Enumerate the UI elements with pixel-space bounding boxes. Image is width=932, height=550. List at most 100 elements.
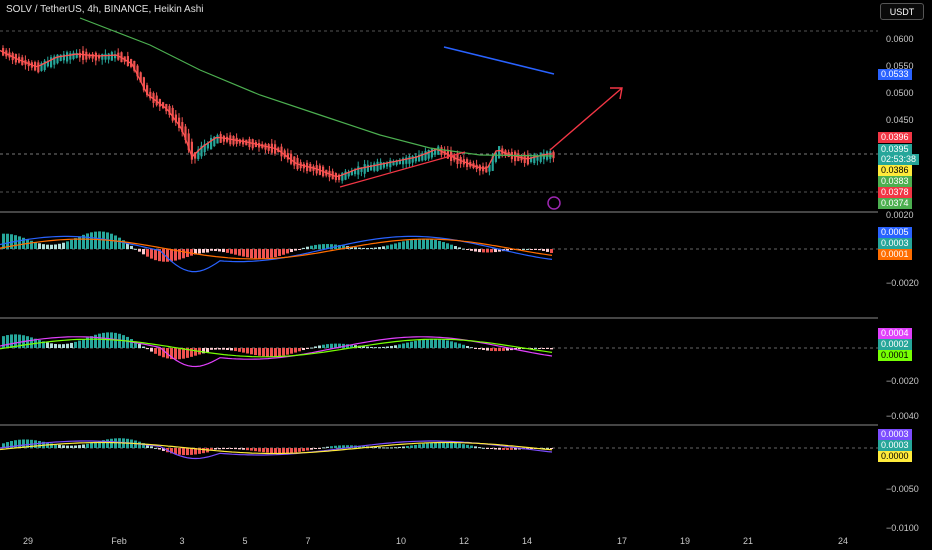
histogram-bar (430, 239, 433, 249)
candle-body (392, 161, 395, 166)
candle-body (216, 135, 219, 144)
histogram-bar (482, 348, 485, 350)
candle-body (366, 164, 369, 172)
histogram-bar (70, 342, 73, 348)
histogram-bar (262, 448, 265, 453)
candle-body (85, 51, 88, 60)
candle-body (418, 154, 421, 162)
histogram-bar (142, 249, 145, 255)
histogram-bar (242, 348, 245, 353)
candle-body (142, 77, 145, 91)
candle-body (133, 60, 136, 71)
candle-body (552, 151, 555, 159)
histogram-bar (238, 249, 241, 256)
candle-body (75, 52, 78, 58)
histogram-bar (214, 448, 217, 450)
histogram-bar (446, 442, 449, 448)
histogram-bar (490, 348, 493, 351)
histogram-bar (362, 446, 365, 448)
histogram-bar (490, 249, 493, 253)
histogram-bar (6, 442, 9, 448)
histogram-bar (18, 334, 21, 348)
histogram-bar (146, 348, 149, 350)
histogram-bar (378, 347, 381, 349)
histogram-bar (106, 439, 109, 448)
histogram-bar (182, 448, 185, 456)
histogram-bar (26, 336, 29, 348)
candle-body (498, 146, 501, 159)
histogram-bar (366, 346, 369, 348)
candle-body (424, 151, 427, 161)
histogram-bar (322, 447, 325, 449)
histogram-bar (254, 249, 257, 259)
histogram-bar (266, 249, 269, 259)
histogram-bar (482, 447, 485, 449)
histogram-bar (466, 249, 469, 250)
histogram-bar (230, 249, 233, 254)
histogram-bar (54, 244, 57, 249)
histogram-bar (58, 243, 61, 249)
histogram-bar (454, 342, 457, 348)
histogram-bar (126, 336, 129, 348)
histogram-bar (146, 249, 149, 257)
histogram-bar (162, 448, 165, 451)
histogram-bar (330, 446, 333, 448)
histogram-bar (186, 448, 189, 456)
histogram-bar (118, 237, 121, 249)
histogram-bar (410, 341, 413, 348)
histogram-bar (298, 448, 301, 452)
forecast-arrowhead (610, 87, 623, 100)
histogram-bar (214, 249, 217, 252)
histogram-bar (470, 445, 473, 448)
histogram-bar (242, 448, 245, 450)
currency-button[interactable]: USDT (880, 3, 924, 20)
histogram-bar (390, 345, 393, 348)
histogram-bar (2, 233, 5, 249)
histogram-bar (78, 236, 81, 249)
macd1-tick: −0.0020 (886, 278, 919, 288)
histogram-bar (106, 332, 109, 348)
histogram-bar (290, 448, 293, 453)
histogram-bar (274, 348, 277, 357)
candle-body (494, 152, 497, 162)
histogram-bar (438, 339, 441, 348)
histogram-bar (354, 247, 357, 249)
histogram-bar (534, 249, 537, 250)
candle-body (171, 107, 174, 121)
time-tick: 14 (521, 536, 533, 546)
candle-body (485, 166, 488, 173)
histogram-bar (262, 249, 265, 259)
histogram-bar (282, 448, 285, 454)
histogram-bar (330, 244, 333, 249)
histogram-bar (270, 249, 273, 258)
histogram-bar (206, 249, 209, 253)
histogram-bar (162, 249, 165, 262)
histogram-bar (350, 246, 353, 249)
candle-body (136, 65, 139, 77)
histogram-bar (394, 243, 397, 249)
candle-body (421, 153, 424, 161)
histogram-bar (158, 348, 161, 356)
histogram-bar (50, 343, 53, 348)
candle-body (66, 52, 69, 62)
last-price-tag: 0.0395 (878, 144, 912, 155)
histogram-bar (278, 448, 281, 454)
histogram-bar (338, 244, 341, 249)
histogram-bar (454, 246, 457, 249)
histogram-bar (94, 334, 97, 348)
histogram-bar (294, 348, 297, 353)
histogram-bar (474, 446, 477, 448)
candle-body (280, 146, 283, 157)
candle-body (533, 154, 536, 164)
histogram-bar (110, 438, 113, 448)
histogram-bar (342, 245, 345, 249)
time-tick: 3 (179, 536, 185, 546)
trend-line (443, 46, 555, 75)
histogram-bar (42, 244, 45, 249)
histogram-bar (514, 348, 517, 350)
histogram-bar (406, 446, 409, 448)
signal-line (0, 440, 553, 460)
histogram-bar (154, 249, 157, 261)
ema-line (0, 49, 552, 178)
